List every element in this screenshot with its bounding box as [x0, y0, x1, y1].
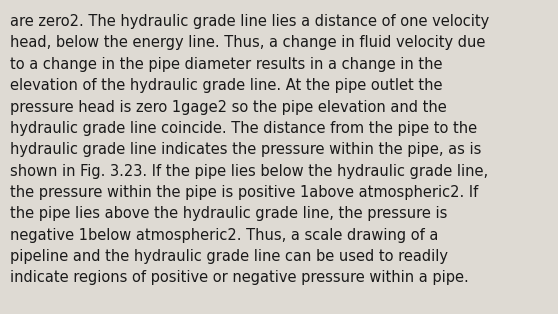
Text: the pipe lies above the hydraulic grade line, the pressure is: the pipe lies above the hydraulic grade …	[10, 206, 448, 221]
Text: to a change in the pipe diameter results in a change in the: to a change in the pipe diameter results…	[10, 57, 442, 72]
Text: elevation of the hydraulic grade line. At the pipe outlet the: elevation of the hydraulic grade line. A…	[10, 78, 442, 93]
Text: hydraulic grade line indicates the pressure within the pipe, as is: hydraulic grade line indicates the press…	[10, 142, 482, 157]
Text: head, below the energy line. Thus, a change in fluid velocity due: head, below the energy line. Thus, a cha…	[10, 35, 485, 51]
Text: indicate regions of positive or negative pressure within a pipe.: indicate regions of positive or negative…	[10, 270, 469, 285]
Text: pipeline and the hydraulic grade line can be used to readily: pipeline and the hydraulic grade line ca…	[10, 249, 448, 264]
Text: negative 1below atmospheric2. Thus, a scale drawing of a: negative 1below atmospheric2. Thus, a sc…	[10, 228, 439, 243]
Text: hydraulic grade line coincide. The distance from the pipe to the: hydraulic grade line coincide. The dista…	[10, 121, 477, 136]
Text: the pressure within the pipe is positive 1above atmospheric2. If: the pressure within the pipe is positive…	[10, 185, 478, 200]
Text: are zero2. The hydraulic grade line lies a distance of one velocity: are zero2. The hydraulic grade line lies…	[10, 14, 489, 29]
Text: pressure head is zero 1gage2 so the pipe elevation and the: pressure head is zero 1gage2 so the pipe…	[10, 100, 447, 115]
Text: shown in Fig. 3.23. If the pipe lies below the hydraulic grade line,: shown in Fig. 3.23. If the pipe lies bel…	[10, 164, 488, 179]
